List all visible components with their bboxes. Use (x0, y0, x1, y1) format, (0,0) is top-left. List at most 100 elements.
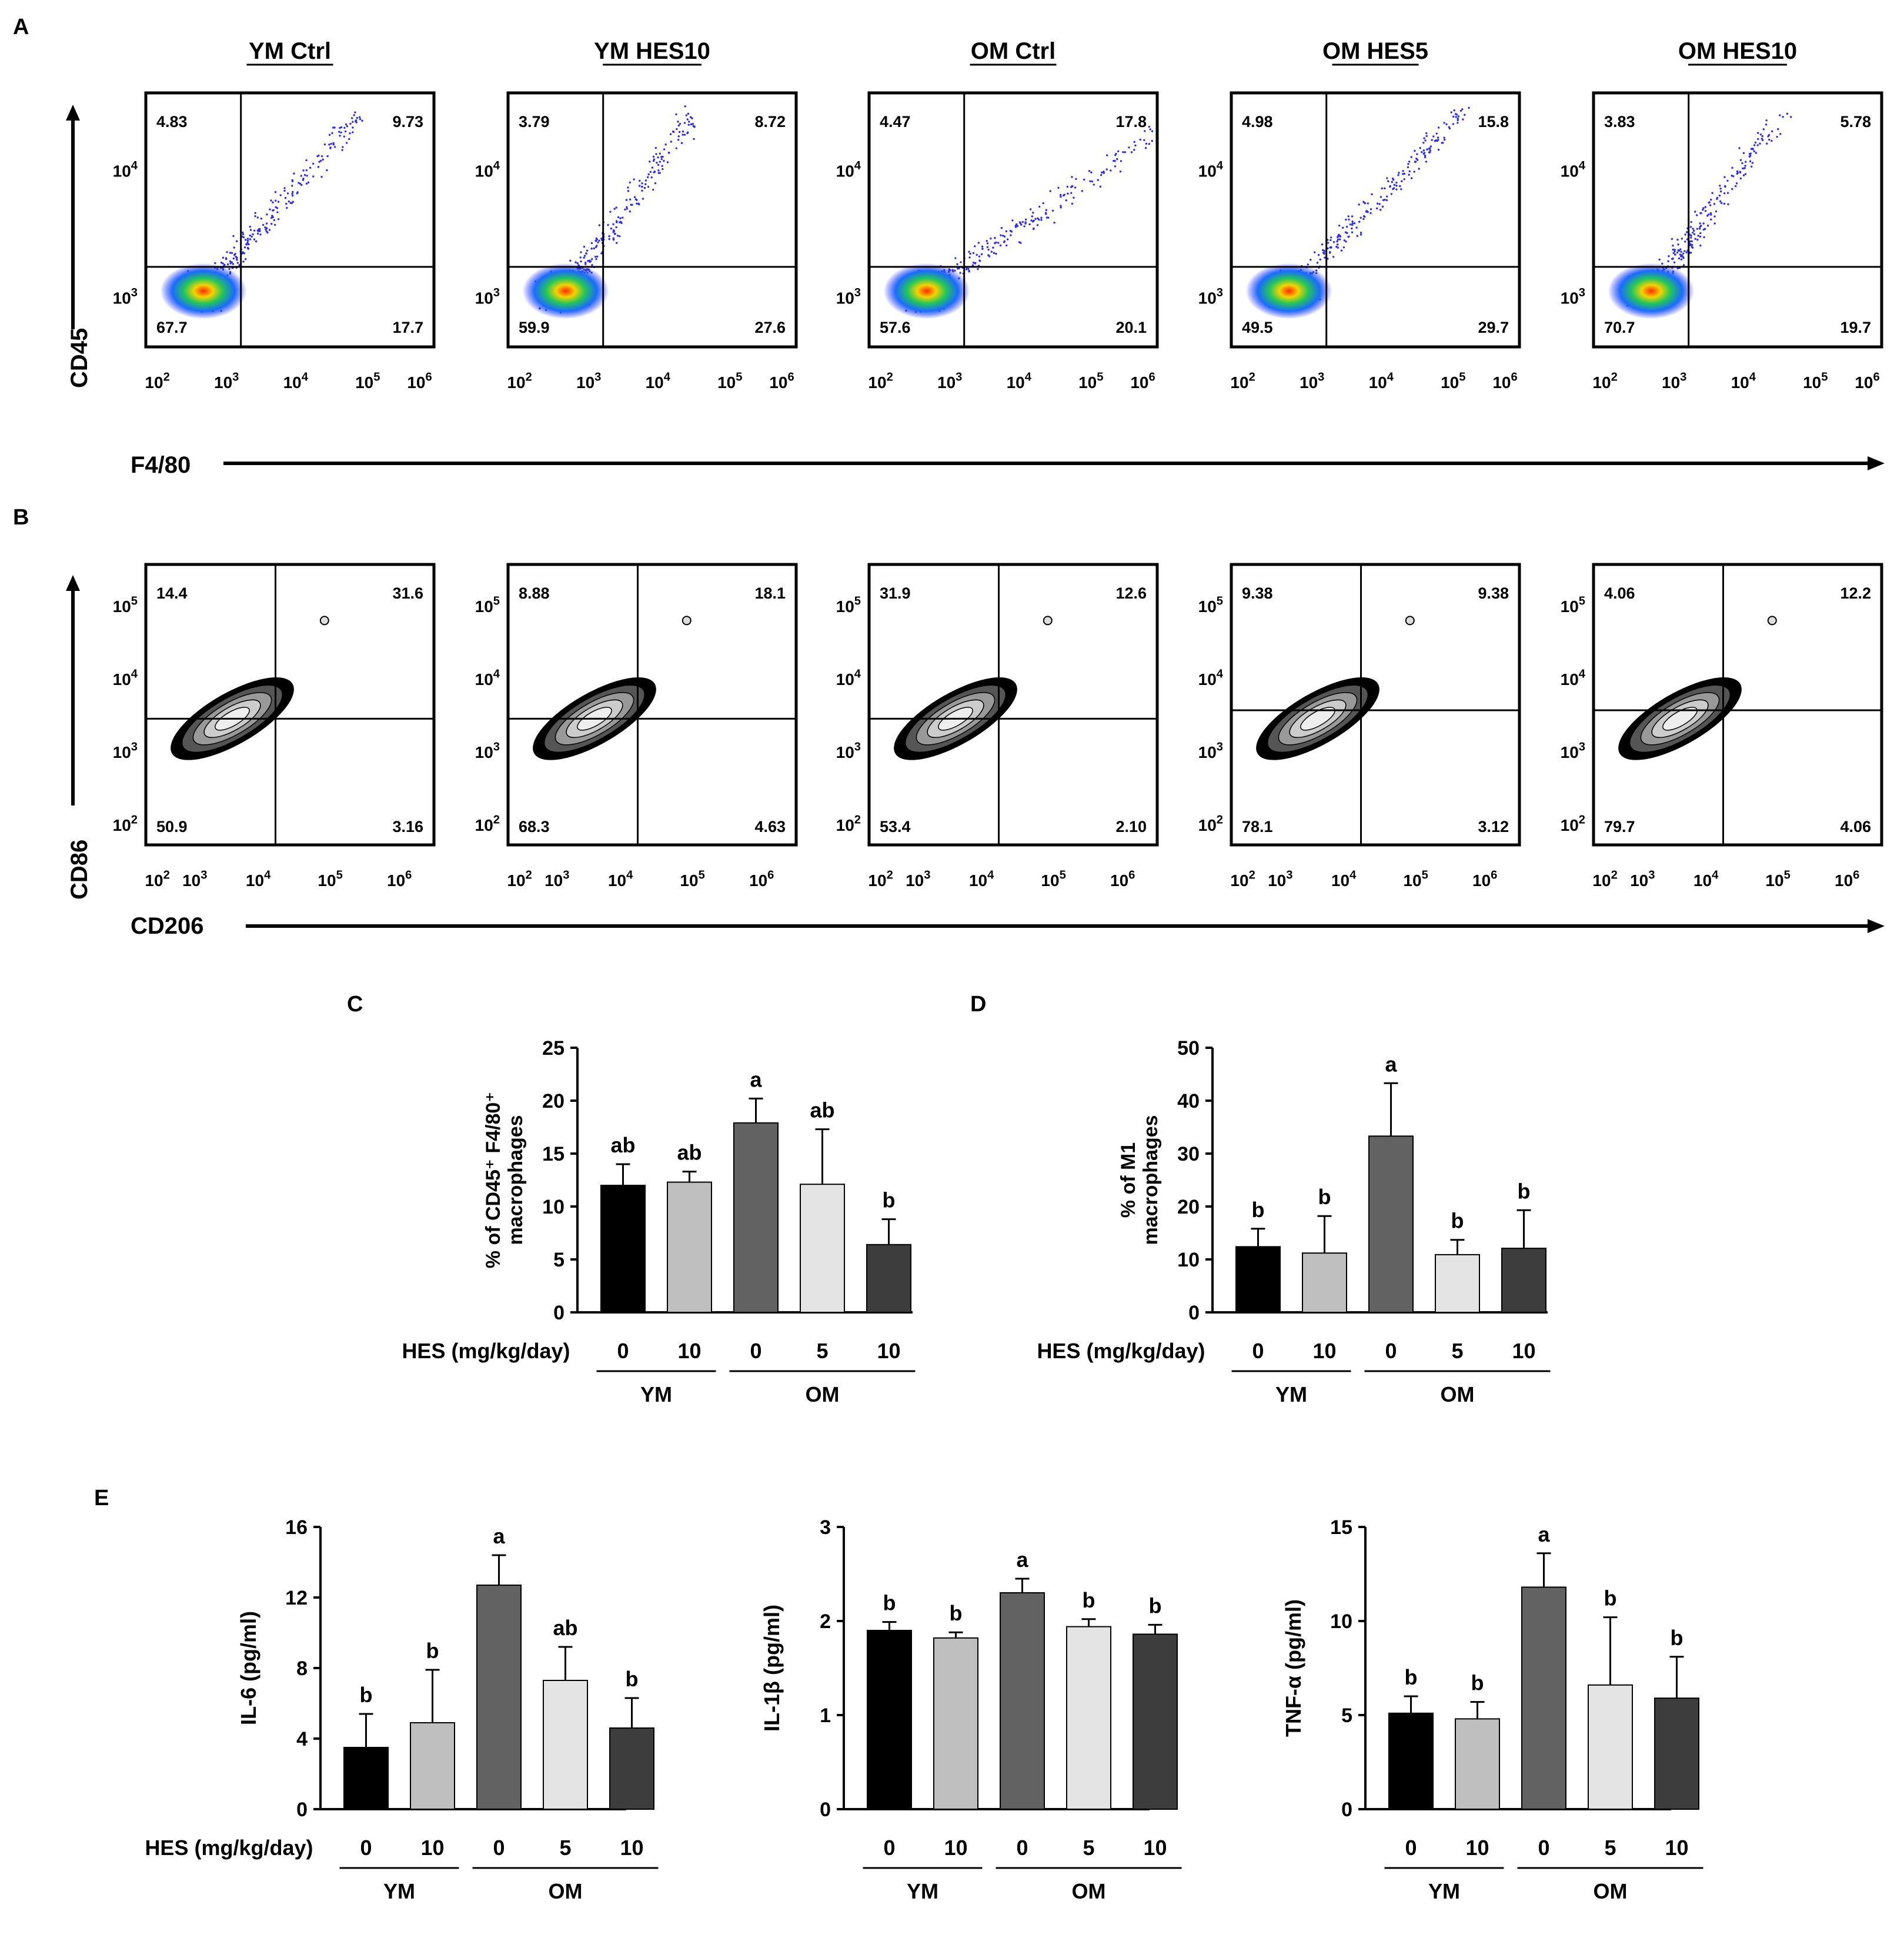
flow-a-x-axis-label: F4/80 (131, 452, 191, 478)
flow-a-event (1761, 135, 1764, 138)
flow-a-event (595, 237, 598, 240)
flow-panel-b: 14.4 31.6 50.9 3.16 105 104 103 102 102 103 104 105… (113, 563, 1883, 890)
flow-a-event (1338, 225, 1341, 227)
bar (1588, 1684, 1633, 1810)
flow-a-event (245, 243, 248, 246)
category-label: 0 (1538, 1836, 1549, 1860)
flow-a-event (1699, 226, 1701, 228)
flow-a-y-tick: 103 (1198, 286, 1223, 308)
flow-a-event (1723, 176, 1726, 178)
flow-a-quadrant-ur: 5.78 (1840, 113, 1871, 131)
flow-a-event (1690, 234, 1692, 237)
flow-a-event (1010, 230, 1013, 233)
bar (1521, 1586, 1566, 1810)
flow-a-event (620, 222, 623, 225)
significance-letter: b (626, 1667, 639, 1691)
flow-a-event (1419, 147, 1421, 149)
flow-a-event (652, 155, 655, 158)
flow-a-x-tick: 104 (646, 370, 671, 392)
flow-a-event (1329, 250, 1331, 253)
flow-a-event (1367, 202, 1369, 205)
flow-a-event (1037, 217, 1039, 220)
flow-a-event (969, 252, 971, 255)
flow-b-x-tick: 105 (1765, 868, 1790, 890)
flow-a-event (1684, 240, 1686, 243)
flow-b-x-tick: 106 (1835, 868, 1859, 890)
flow-a-event (222, 256, 225, 259)
flow-b-quadrant-ur: 9.38 (1478, 584, 1509, 602)
y-tick-label: 1 (820, 1705, 831, 1727)
flow-a-event (293, 172, 295, 175)
flow-a-event (997, 242, 1000, 244)
significance-letter: b (426, 1639, 439, 1663)
flow-a-event (657, 172, 660, 174)
flow-b-y-tick: 103 (475, 741, 500, 762)
y-tick-label: 20 (1177, 1196, 1200, 1218)
flow-a-event (332, 143, 335, 146)
flow-a-event (1457, 118, 1459, 120)
flow-a-event (290, 185, 293, 187)
flow-a-event (1425, 132, 1428, 135)
flow-a-event (283, 187, 286, 189)
flow-b-x-tick: 106 (387, 868, 412, 890)
flow-a-event (231, 252, 233, 255)
y-tick-label: 8 (296, 1657, 308, 1680)
flow-a-event (607, 223, 609, 226)
flow-a-event (1452, 123, 1455, 125)
flow-a-event (1682, 252, 1685, 255)
flow-a-event (1703, 228, 1706, 230)
flow-a-event (338, 131, 340, 133)
flow-a-event (1753, 150, 1755, 153)
flow-a-event (615, 242, 618, 244)
flow-a-event (986, 246, 989, 248)
flow-a-event (1067, 192, 1069, 195)
flow-a-event (630, 203, 632, 206)
flow-a-event (353, 114, 355, 116)
flow-a-event (968, 250, 970, 253)
flow-a-event (958, 267, 960, 270)
flow-a-event (323, 143, 326, 146)
flow-a-event (693, 138, 695, 141)
flow-a-event (622, 216, 624, 219)
flow-a-panel: OM HES5 4.98 15.8 49.5 29.7 104 103 102 103 104 10… (1198, 38, 1521, 392)
flow-b-y-tick: 104 (836, 668, 861, 689)
flow-b-quadrant-ur: 31.6 (392, 584, 423, 602)
flow-a-event (247, 248, 250, 250)
category-label: 10 (620, 1836, 643, 1860)
flow-a-event (1114, 154, 1117, 156)
flow-a-event (1148, 143, 1151, 145)
flow-panel-a: YM Ctrl 4.83 9.73 67.7 17.7 104 103 102 103 104 10… (113, 38, 1883, 392)
flow-a-event (1323, 249, 1325, 252)
flow-a-event (1351, 223, 1354, 226)
flow-a-x-tick: 104 (1369, 370, 1394, 392)
flow-b-quadrant-lr: 3.16 (392, 818, 423, 836)
y-tick-label: 40 (1177, 1090, 1200, 1112)
flow-a-event (1757, 138, 1759, 141)
flow-a-event (619, 217, 622, 219)
flow-a-event (1145, 142, 1148, 145)
flow-a-event (1457, 115, 1459, 118)
flow-a-event (1693, 233, 1696, 236)
bar (1368, 1135, 1414, 1314)
flow-a-event (1024, 218, 1027, 221)
flow-a-x-tick: 106 (1130, 370, 1155, 392)
bar (1388, 1712, 1434, 1810)
category-label: 0 (883, 1836, 895, 1860)
y-tick-label: 4 (296, 1728, 308, 1750)
flow-a-event (1045, 216, 1048, 219)
flow-a-event (651, 166, 654, 169)
flow-a-event (1749, 154, 1752, 157)
flow-a-event (1452, 115, 1455, 118)
flow-a-event (654, 146, 657, 149)
flow-a-x-tick: 105 (1078, 370, 1103, 392)
y-tick-label: 50 (1177, 1037, 1200, 1060)
flow-a-x-tick: 104 (1731, 370, 1756, 392)
flow-a-event (1071, 202, 1074, 205)
category-label: 5 (1604, 1836, 1616, 1860)
flow-a-event (354, 111, 356, 113)
flow-a-event (1691, 240, 1693, 242)
flow-a-event (274, 199, 277, 202)
flow-a-event (1423, 137, 1425, 139)
flow-a-event (274, 191, 277, 193)
flow-a-event (615, 226, 617, 229)
